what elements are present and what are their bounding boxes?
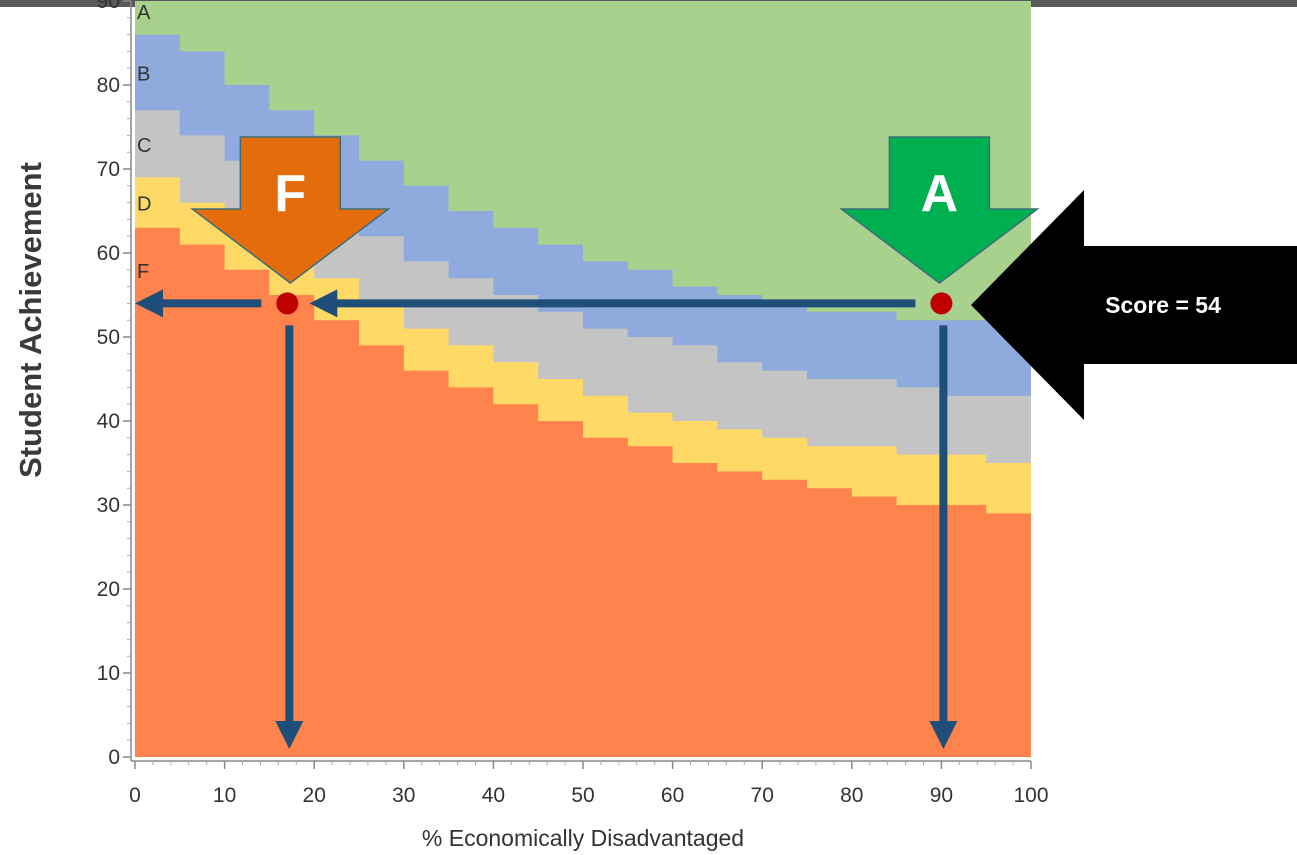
arrow-f-down-head — [275, 721, 304, 749]
band-f — [135, 227, 1031, 758]
arrow-f-to-axis-head — [135, 289, 163, 318]
y-tick-label: 10 — [97, 662, 120, 685]
score-arrow — [971, 190, 1297, 420]
x-tick-label: 10 — [213, 784, 236, 807]
grade-label-f: F — [137, 261, 149, 283]
score-callout: Score = 54 — [971, 190, 1297, 420]
x-tick-label: 30 — [392, 784, 415, 807]
x-tick-label: 40 — [482, 784, 505, 807]
y-tick-label: 80 — [97, 74, 120, 97]
x-tick-label: 100 — [1013, 784, 1048, 807]
score-guide-arrows — [135, 289, 958, 749]
score-label: Score = 54 — [1105, 292, 1221, 318]
axes: 0 10 20 30 40 50 60 70 80 90 0 10 20 30 40 50 60 70 80 90 1… — [97, 0, 1049, 807]
callout-f-letter: F — [274, 165, 306, 223]
y-tick-label: 50 — [97, 326, 120, 349]
point-a — [930, 292, 953, 315]
callout-a-arrow — [839, 136, 1040, 284]
grade-label-d: D — [137, 194, 151, 216]
y-tick-label: 40 — [97, 410, 120, 433]
x-tick-label: 50 — [571, 784, 594, 807]
x-tick-label: 60 — [661, 784, 684, 807]
callout-f-arrow — [190, 136, 391, 284]
callout-a-letter: A — [921, 165, 959, 223]
x-tick-label: 90 — [930, 784, 953, 807]
x-tick-label: 20 — [303, 784, 326, 807]
x-axis-title: % Economically Disadvantaged — [422, 825, 744, 851]
band-grade-labels: A B C D F — [137, 2, 151, 283]
y-tick-label: 60 — [97, 242, 120, 265]
y-tick-label: 70 — [97, 158, 120, 181]
x-tick-label: 0 — [129, 784, 141, 807]
grade-label-a: A — [137, 2, 151, 24]
y-tick-label: 30 — [97, 494, 120, 517]
y-tick-label: 0 — [108, 746, 120, 769]
grade-label-b: B — [137, 63, 150, 85]
grade-bands — [135, 1, 1031, 758]
grade-label-c: C — [137, 135, 151, 157]
y-tick-label: 90 — [97, 0, 120, 13]
y-tick-label: 20 — [97, 578, 120, 601]
x-axis-ticks: 0 10 20 30 40 50 60 70 80 90 100 — [129, 761, 1049, 807]
arrow-a-down-head — [929, 721, 958, 749]
arrow-a-to-f-head — [309, 289, 338, 318]
y-axis-ticks: 0 10 20 30 40 50 60 70 80 90 — [97, 0, 131, 769]
point-f — [276, 292, 299, 315]
y-axis-title: Student Achievement — [13, 162, 48, 478]
x-tick-label: 80 — [840, 784, 863, 807]
x-tick-label: 70 — [751, 784, 774, 807]
